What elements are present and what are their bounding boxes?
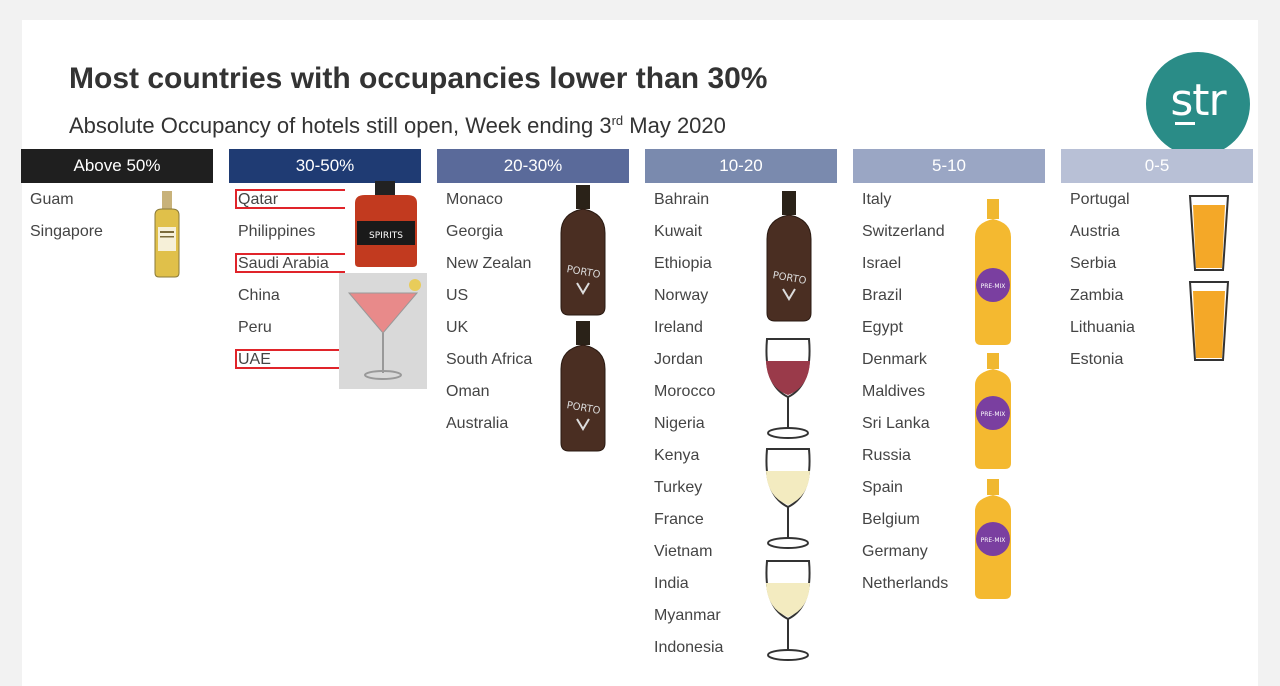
country-item: Brazil — [862, 287, 903, 304]
beer-glass-icon — [1188, 195, 1230, 271]
country-item: Turkey — [654, 479, 703, 496]
country-item: Vietnam — [654, 543, 713, 560]
country-item: Kuwait — [654, 223, 703, 240]
slide — [22, 20, 1258, 686]
country-item: Italy — [862, 191, 892, 208]
highlight-box — [235, 349, 345, 369]
country-item: Bahrain — [654, 191, 710, 208]
column-header: 20-30% — [437, 149, 629, 183]
country-item: Russia — [862, 447, 911, 464]
country-item: Egypt — [862, 319, 903, 336]
country-item: Germany — [862, 543, 928, 560]
premix-bottle-icon: PRE-MIX — [975, 199, 1011, 345]
country-item: Georgia — [446, 223, 503, 240]
whisky-bottle-icon — [154, 191, 180, 278]
white-wine-glass-icon — [765, 448, 811, 549]
white-wine-glass-icon — [765, 560, 811, 661]
country-item: Belgium — [862, 511, 920, 528]
country-item: Peru — [238, 319, 272, 336]
country-item: Lithuania — [1070, 319, 1135, 336]
country-item: Serbia — [1070, 255, 1117, 272]
country-item: Switzerland — [862, 223, 945, 240]
cocktail-glass-icon — [339, 273, 427, 389]
beer-glass-icon — [1188, 281, 1230, 361]
red-wine-glass-icon — [765, 338, 811, 439]
spirits-bottle-icon: SPIRITS — [355, 181, 417, 267]
logo-underline — [1175, 122, 1195, 125]
porto-bottle-icon: PORTO — [560, 185, 606, 316]
country-item: France — [654, 511, 704, 528]
country-item: Portugal — [1070, 191, 1130, 208]
country-item: South Africa — [446, 351, 533, 368]
column-30-50: 30-50% Qatar Philippines Saudi Arabia Ch… — [229, 149, 427, 389]
premix-bottle-icon: PRE-MIX — [975, 479, 1011, 599]
country-item: Morocco — [654, 383, 716, 400]
country-item: UAE — [238, 351, 271, 368]
country-item: Nigeria — [654, 415, 705, 432]
page-subtitle: Absolute Occupancy of hotels still open,… — [69, 113, 726, 138]
spirits-label: SPIRITS — [369, 231, 403, 241]
country-item: Maldives — [862, 383, 926, 400]
country-item: Norway — [654, 287, 709, 304]
country-item: India — [654, 575, 689, 592]
column-header: 5-10 — [853, 149, 1045, 183]
str-logo: str — [1146, 52, 1250, 156]
highlight-box — [235, 253, 345, 273]
country-item: Qatar — [238, 191, 279, 208]
column-header: 10-20 — [645, 149, 837, 183]
country-item: Netherlands — [862, 575, 949, 592]
country-item: Australia — [446, 415, 509, 432]
country-item: Monaco — [446, 191, 503, 208]
premix-label: PRE-MIX — [981, 537, 1006, 544]
premix-label: PRE-MIX — [981, 411, 1006, 418]
country-item: Saudi Arabia — [238, 255, 329, 272]
porto-bottle-icon: PORTO — [766, 191, 812, 322]
country-item: Zambia — [1070, 287, 1124, 304]
column-above-50: Above 50% Guam Singapore — [21, 149, 213, 278]
country-item: Spain — [862, 479, 903, 496]
column-5-10: 5-10 Italy Switzerland Israel Brazil Egy… — [853, 149, 1045, 599]
porto-bottle-icon: PORTO — [560, 321, 606, 452]
country-item: Estonia — [1070, 351, 1124, 368]
column-20-30: 20-30% Monaco Georgia New Zealan US UK S… — [437, 149, 629, 452]
page-title: Most countries with occupancies lower th… — [69, 62, 768, 95]
country-item: Israel — [862, 255, 902, 272]
country-item: China — [238, 287, 280, 304]
country-item: Guam — [30, 191, 74, 208]
country-item: Philippines — [238, 223, 316, 240]
country-item: Indonesia — [654, 639, 724, 656]
premix-bottle-icon: PRE-MIX — [975, 353, 1011, 469]
premix-label: PRE-MIX — [981, 283, 1006, 290]
column-header: 0-5 — [1061, 149, 1253, 183]
country-item: Denmark — [862, 351, 927, 368]
country-item: Sri Lanka — [862, 415, 930, 432]
country-item: New Zealan — [446, 255, 532, 272]
country-item: Ireland — [654, 319, 703, 336]
column-10-20: 10-20 Bahrain Kuwait Ethiopia Norway Ire… — [645, 149, 837, 661]
country-item: UK — [446, 319, 469, 336]
highlight-box — [235, 189, 345, 209]
column-header: Above 50% — [21, 149, 213, 183]
column-header: 30-50% — [229, 149, 421, 183]
country-item: Ethiopia — [654, 255, 712, 272]
country-item: Austria — [1070, 223, 1120, 240]
logo-text: str — [1170, 74, 1226, 126]
country-item: US — [446, 287, 469, 304]
country-item: Singapore — [30, 223, 103, 240]
country-item: Kenya — [654, 447, 700, 464]
country-item: Myanmar — [654, 607, 721, 624]
column-0-5: 0-5 Portugal Austria Serbia Zambia Lithu… — [1061, 149, 1253, 368]
country-item: Jordan — [654, 351, 703, 368]
country-item: Oman — [446, 383, 490, 400]
